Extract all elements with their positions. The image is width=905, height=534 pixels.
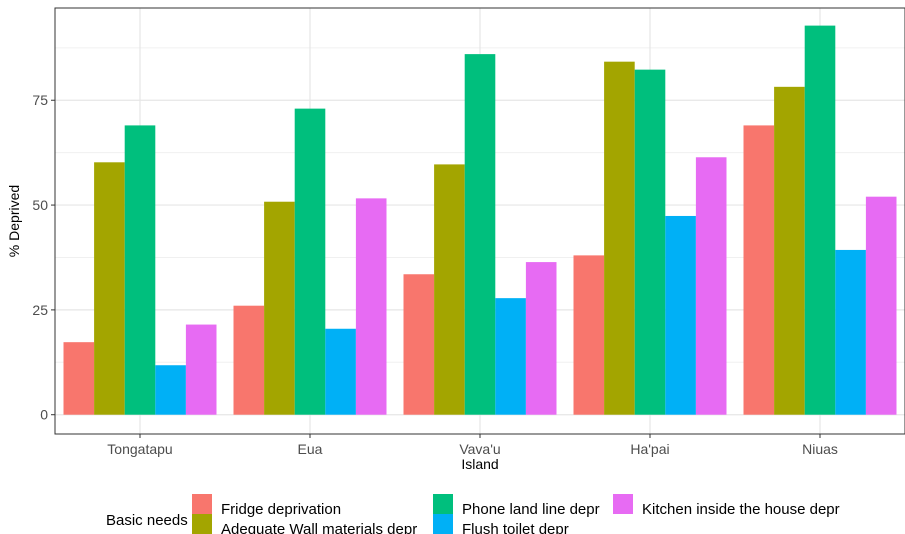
- legend-title: Basic needs: [106, 512, 188, 529]
- x-tick-label: Tongatapu: [107, 441, 172, 457]
- bar: [185, 324, 217, 415]
- y-tick-label: 50: [32, 197, 48, 213]
- bar: [525, 262, 557, 415]
- bar: [325, 328, 356, 415]
- bar: [634, 69, 666, 415]
- bars: [63, 25, 897, 415]
- x-axis-ticks: Tongatapu Eua Vava'u Ha'pai Niuas: [107, 434, 838, 457]
- x-tick-label: Eua: [298, 441, 323, 457]
- x-axis-title: Island: [461, 456, 498, 472]
- bar: [695, 157, 727, 415]
- legend-swatch: [613, 494, 633, 514]
- legend: Basic needs Fridge deprivation Adequate W…: [106, 494, 840, 534]
- bar: [743, 125, 775, 415]
- y-tick-label: 0: [40, 407, 48, 423]
- legend-swatch: [433, 514, 453, 534]
- bar: [155, 365, 186, 415]
- y-tick-label: 25: [32, 302, 48, 318]
- legend-label: Kitchen inside the house depr: [642, 501, 840, 518]
- x-tick-label: Ha'pai: [630, 441, 669, 457]
- bar: [94, 162, 125, 415]
- bar: [434, 164, 465, 415]
- bar: [604, 61, 635, 415]
- y-tick-label: 75: [32, 92, 48, 108]
- bar: [264, 201, 295, 415]
- bar: [124, 125, 156, 415]
- bar: [355, 198, 387, 415]
- legend-label: Flush toilet depr: [462, 521, 569, 534]
- bar: [665, 215, 696, 415]
- y-axis-ticks: 0 25 50 75: [32, 92, 55, 423]
- bar: [804, 25, 836, 415]
- bar: [774, 86, 805, 415]
- legend-swatch: [433, 494, 453, 514]
- x-tick-label: Niuas: [802, 441, 838, 457]
- legend-swatch: [192, 514, 212, 534]
- legend-swatch: [192, 494, 212, 514]
- legend-label: Adequate Wall materials depr: [221, 521, 417, 534]
- bar: [495, 298, 526, 415]
- bar: [294, 108, 326, 415]
- x-tick-label: Vava'u: [459, 441, 500, 457]
- bar: [865, 196, 897, 415]
- legend-label: Fridge deprivation: [221, 501, 341, 518]
- bar: [403, 274, 435, 415]
- y-axis-title: % Deprived: [6, 185, 22, 257]
- bar: [233, 305, 265, 415]
- bar: [63, 342, 95, 415]
- bar: [573, 255, 605, 415]
- bar: [835, 249, 866, 415]
- legend-label: Phone land line depr: [462, 501, 600, 518]
- bar: [464, 54, 496, 415]
